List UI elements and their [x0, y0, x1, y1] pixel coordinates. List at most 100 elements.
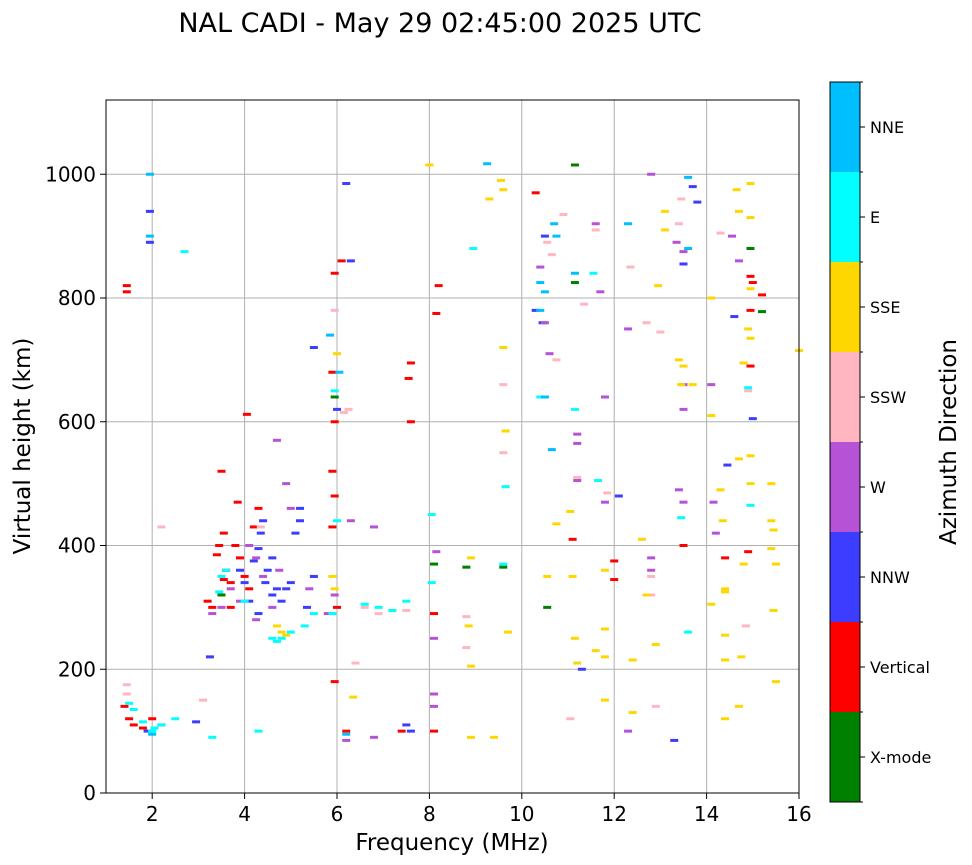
- data-point: [771, 562, 780, 566]
- data-point: [240, 574, 249, 578]
- data-point: [256, 531, 265, 535]
- data-point: [245, 587, 254, 591]
- data-point: [466, 664, 475, 668]
- data-point: [769, 528, 778, 532]
- data-point: [240, 599, 249, 603]
- data-point: [734, 704, 743, 708]
- data-point: [328, 612, 337, 616]
- data-point: [157, 723, 166, 727]
- data-point: [242, 412, 251, 416]
- data-point: [628, 711, 637, 715]
- data-point: [291, 531, 300, 535]
- data-point: [600, 500, 609, 504]
- data-point: [466, 556, 475, 560]
- data-point: [661, 228, 670, 232]
- data-point: [624, 327, 633, 331]
- data-point: [328, 525, 337, 529]
- data-point: [138, 726, 147, 730]
- data-point: [499, 346, 508, 349]
- data-point: [342, 738, 351, 742]
- data-point: [570, 407, 579, 411]
- data-point: [259, 574, 268, 578]
- x-tick-label: 2: [146, 802, 159, 826]
- data-point: [328, 469, 337, 473]
- colorbar-tick-label: SSW: [870, 388, 906, 407]
- colorbar-tick-label: NNE: [870, 118, 904, 137]
- data-point: [684, 175, 693, 179]
- data-point: [656, 330, 665, 334]
- data-point: [148, 729, 157, 733]
- data-point: [573, 432, 582, 436]
- data-point: [369, 525, 378, 529]
- data-point: [328, 370, 337, 374]
- data-point: [233, 500, 242, 504]
- data-point: [344, 407, 353, 411]
- colorbar-tick-label: W: [870, 478, 886, 497]
- data-point: [432, 311, 441, 315]
- data-point: [145, 172, 154, 176]
- data-point: [235, 599, 244, 603]
- data-point: [249, 525, 258, 529]
- data-point: [339, 410, 348, 414]
- data-point: [540, 234, 549, 238]
- data-point: [406, 361, 415, 365]
- data-point: [464, 624, 473, 628]
- data-point: [624, 222, 633, 226]
- data-point: [333, 519, 341, 523]
- data-point: [231, 544, 240, 547]
- data-point: [205, 655, 214, 659]
- data-point: [744, 389, 753, 393]
- data-point: [707, 602, 716, 606]
- data-point: [746, 287, 755, 291]
- data-point: [746, 482, 755, 486]
- data-point: [568, 574, 577, 578]
- data-point: [543, 240, 552, 244]
- data-point: [746, 182, 755, 186]
- data-point: [397, 729, 406, 733]
- data-point: [427, 513, 436, 517]
- data-point: [263, 568, 272, 572]
- data-point: [626, 265, 635, 269]
- colorbar-label: Azimuth Direction: [936, 339, 962, 545]
- series-vertical: [120, 191, 767, 733]
- colorbar-frame: [829, 81, 861, 803]
- data-point: [254, 506, 263, 510]
- data-point: [430, 636, 439, 640]
- data-point: [226, 581, 235, 585]
- data-point: [642, 593, 651, 597]
- data-point: [767, 547, 776, 551]
- series-w: [208, 172, 743, 742]
- x-axis-label: Frequency (MHz): [355, 830, 548, 856]
- data-point: [596, 290, 605, 294]
- data-point: [628, 658, 637, 662]
- data-point: [145, 234, 154, 238]
- data-point: [744, 550, 753, 554]
- data-point: [654, 284, 663, 288]
- data-point: [330, 593, 339, 597]
- data-point: [277, 636, 286, 640]
- data-point: [333, 605, 341, 609]
- data-point: [721, 633, 730, 637]
- data-point: [351, 661, 360, 665]
- data-point: [540, 395, 549, 399]
- data-point: [245, 599, 254, 603]
- data-point: [566, 717, 575, 721]
- data-point: [767, 519, 776, 523]
- data-point: [550, 222, 559, 226]
- data-point: [748, 417, 757, 421]
- data-point: [600, 698, 609, 702]
- data-point: [543, 574, 552, 578]
- data-point: [531, 191, 540, 195]
- data-point: [323, 612, 332, 616]
- data-point: [430, 612, 439, 616]
- data-point: [212, 553, 221, 557]
- data-point: [566, 509, 575, 513]
- data-point: [531, 308, 540, 312]
- data-point: [406, 420, 415, 424]
- data-point: [192, 720, 201, 724]
- data-point: [728, 234, 737, 238]
- data-point: [677, 197, 686, 201]
- plot-area: 2 4 6 8 10 12 14 16 0 200 400 600 800 1000: [45, 99, 812, 826]
- data-point: [180, 250, 189, 254]
- data-point: [330, 680, 339, 684]
